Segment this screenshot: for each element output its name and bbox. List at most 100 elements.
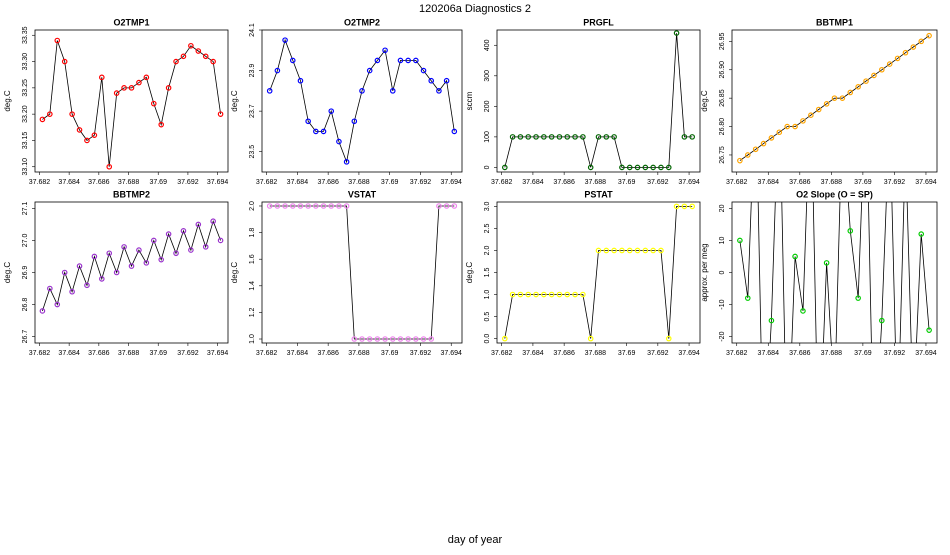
y-tick-label: 0.0 [484,334,491,344]
data-point [744,152,751,158]
y-tick-label: 26.7 [22,330,29,344]
data-point [366,67,373,74]
data-point [405,336,411,342]
data-point [650,247,656,254]
x-tick-label: 37.682 [29,350,51,357]
y-tick-label: 26.85 [719,89,726,107]
x-tick-label: 37.69 [618,350,636,357]
data-point [926,32,932,39]
data-point [564,134,571,140]
data-point [595,134,602,140]
y-tick-label: 400 [484,39,491,51]
data-point [313,128,319,135]
data-point [611,134,617,140]
x-tick-label: 37.694 [678,350,700,357]
data-point [525,291,532,298]
data-point [572,134,578,140]
data-point [328,108,335,114]
data-point [99,74,105,81]
series-line [269,205,455,340]
data-point [420,336,427,342]
panel-title: BBTMP2 [113,189,150,199]
y-axis-label: approx. per meg [700,243,709,301]
data-point [436,203,442,209]
data-point [681,134,688,140]
x-tick-label: 37.682 [29,179,51,186]
data-point [619,164,625,171]
data-point [320,128,327,135]
x-tick-label: 37.692 [177,350,199,357]
data-point [91,132,98,138]
data-point [128,85,135,91]
series-line [42,40,221,167]
y-axis-label: sccm [465,91,474,110]
x-tick-label: 37.682 [491,350,513,357]
data-point [336,138,342,145]
data-point [343,159,350,165]
series-line [42,219,221,312]
y-tick-label: 27.0 [22,234,29,248]
data-point [76,127,83,133]
x-tick-label: 37.69 [618,179,636,186]
data-point [274,203,281,209]
data-point [895,431,899,435]
data-point [580,291,586,298]
data-point [165,231,172,237]
data-point [39,308,46,314]
data-point [587,335,594,342]
data-point [792,253,798,260]
x-tick-label: 37.686 [317,179,339,186]
x-tick-label: 37.684 [58,179,80,186]
data-point [397,57,404,64]
x-tick-label: 37.694 [441,350,463,357]
data-point [673,30,680,36]
data-point [658,247,664,254]
y-tick-label: 23.7 [249,104,256,118]
data-point [443,203,450,209]
series-line [269,38,455,164]
data-point [847,89,854,96]
data-point [785,463,789,467]
data-point [282,203,288,209]
plot-area [266,37,458,165]
data-point [634,164,641,171]
data-point [665,164,672,171]
data-point [158,256,164,263]
data-point [541,291,547,298]
data-point [902,49,909,56]
y-tick-label: 23.5 [249,145,256,159]
data-point [202,244,209,250]
y-tick-label: 1.0 [484,290,491,300]
x-tick-label: 37.69 [381,179,399,186]
y-axis-label: deg.C [230,90,239,112]
plot-area [502,30,695,171]
x-tick-label: 37.686 [88,179,110,186]
plot-frame [261,201,463,344]
x-tick-label: 37.688 [585,350,607,357]
data-point [305,203,311,209]
data-point [47,111,53,117]
data-point [54,37,61,44]
x-tick-label: 37.684 [758,179,780,186]
x-tick-label: 37.686 [317,350,339,357]
series-line [504,33,693,168]
y-tick-label: 2.0 [249,201,256,211]
x-tick-label: 37.682 [256,179,278,186]
data-point [428,77,435,84]
y-axis-label: deg.C [3,262,12,284]
data-point [143,260,150,266]
panel-title: O2TMP1 [113,17,149,27]
data-point [564,291,571,298]
data-point [886,61,893,67]
panel-title: BBTMP1 [816,17,853,27]
data-point [768,135,775,141]
data-point [650,164,656,171]
data-point [76,263,83,269]
x-tick-label: 37.688 [348,179,370,186]
data-point [121,85,127,91]
data-point [603,247,610,254]
y-tick-label: 33.10 [22,158,29,176]
data-point [121,244,127,250]
data-point [128,263,135,269]
